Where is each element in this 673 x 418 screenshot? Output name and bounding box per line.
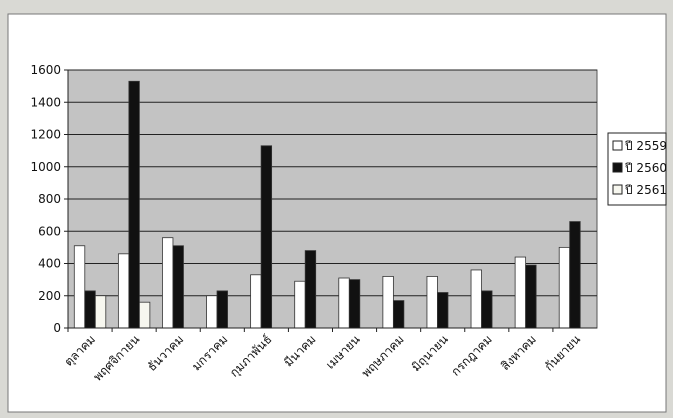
bar <box>260 145 273 329</box>
y-tick-label: 800 <box>38 192 61 206</box>
legend-label: ปี 2561 <box>624 183 667 197</box>
bar <box>294 280 306 329</box>
bar <box>84 290 96 329</box>
bar <box>128 80 140 329</box>
bar <box>250 274 262 329</box>
bar <box>481 290 493 329</box>
bar <box>206 295 218 329</box>
legend-swatch <box>612 184 623 195</box>
y-tick-label: 400 <box>38 257 61 271</box>
legend: ปี 2559 ปี 2560 ปี 2561 <box>607 132 667 206</box>
bar <box>382 275 394 329</box>
bar <box>338 277 350 329</box>
bar <box>348 279 361 329</box>
bar <box>514 256 527 329</box>
y-tick-label: 1400 <box>30 95 61 109</box>
bar <box>162 237 174 329</box>
bar <box>525 264 537 329</box>
y-axis-ticks: 0 200 400 600 800 1000 1200 1400 1600 <box>30 63 69 335</box>
bar <box>117 253 130 329</box>
bar <box>558 246 571 329</box>
y-tick-label: 0 <box>53 321 61 335</box>
bar <box>73 245 86 329</box>
legend-swatch <box>612 140 623 151</box>
legend-label: ปี 2559 <box>624 139 667 153</box>
legend-swatch <box>612 162 623 173</box>
bar <box>304 250 317 329</box>
y-tick-label: 200 <box>38 289 61 303</box>
y-tick-label: 600 <box>38 224 61 238</box>
gridlines <box>68 69 597 297</box>
bar <box>94 295 107 329</box>
bar <box>138 301 151 329</box>
y-tick-label: 1200 <box>30 128 61 142</box>
bar <box>437 292 449 329</box>
bar <box>569 221 581 329</box>
y-tick-label: 1600 <box>30 63 61 77</box>
bar <box>392 300 405 329</box>
bar <box>216 290 228 329</box>
bar <box>426 275 438 329</box>
legend-label: ปี 2560 <box>624 161 667 175</box>
bar <box>470 269 482 329</box>
y-tick-label: 1000 <box>30 160 61 174</box>
bar <box>172 245 184 329</box>
